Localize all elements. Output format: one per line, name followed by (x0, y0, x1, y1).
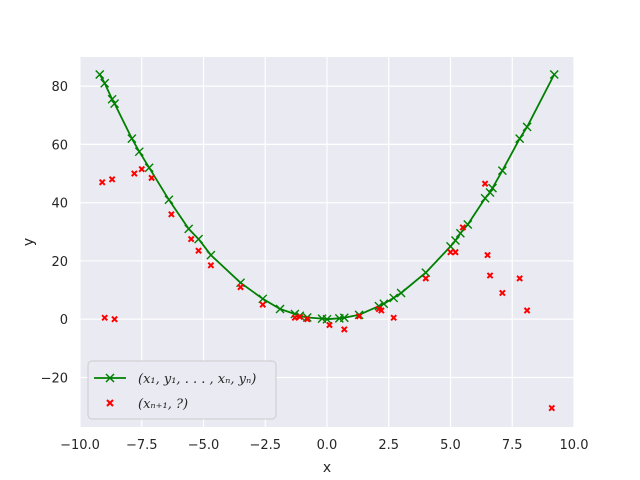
x-tick-label: −7.5 (126, 438, 158, 453)
legend-label-series-1: (x₁, y₁, . . . , xₙ, yₙ) (138, 372, 256, 387)
y-tick-label: −20 (41, 371, 68, 386)
series-2-point (422, 275, 430, 282)
series-2-point (516, 275, 523, 282)
y-tick-label: 40 (51, 197, 68, 212)
series-1-marker (110, 99, 120, 109)
series-layer (95, 69, 559, 412)
series-1-marker (421, 268, 431, 278)
legend-line-marker (105, 373, 115, 383)
series-1-marker (134, 147, 144, 157)
series-2-point (101, 314, 109, 322)
series-1-marker (95, 69, 105, 79)
series-2-point (390, 314, 397, 322)
series-1-marker (485, 187, 495, 197)
series-2-point (523, 307, 531, 314)
x-tick-label: 5.0 (440, 438, 461, 453)
legend-label-series-2: (xₙ₊₁, ?) (138, 397, 188, 412)
legend-point-marker (106, 399, 114, 407)
x-tick-label: −10.0 (60, 438, 100, 453)
series-2-point (148, 174, 155, 182)
x-axis-label: x (323, 460, 331, 476)
series-1-marker (455, 228, 465, 238)
y-tick-label: 80 (51, 80, 68, 95)
series-2-point (303, 315, 311, 323)
y-tick-label: 60 (51, 138, 68, 153)
series-2-point (291, 314, 299, 322)
series-2-point (259, 301, 267, 308)
series-2-point (378, 307, 385, 314)
series-2-point (447, 248, 454, 256)
series-1-marker (389, 293, 399, 303)
series-1-marker (275, 304, 285, 314)
series-1-marker (144, 163, 154, 173)
series-2-point (207, 261, 215, 269)
series-1-marker (487, 183, 497, 193)
x-tick-label: 0.0 (317, 438, 338, 453)
series-2-point (98, 178, 106, 186)
x-tick-label: 10.0 (560, 438, 589, 453)
series-2-point (355, 312, 363, 320)
series-2-point (138, 165, 146, 173)
series-2-point (168, 211, 175, 218)
tick-layer: −10.0 −7.5 −5.0 −2.5 0.0 2.5 5.0 7.5 10.0 −20 0 20 4… (41, 80, 589, 453)
series-1-marker (258, 294, 268, 304)
series-1-marker (100, 78, 110, 88)
series-2-point (459, 224, 467, 231)
series-2-point (486, 272, 494, 279)
series-1-marker (497, 166, 507, 176)
series-2-point (484, 251, 491, 259)
series-1-marker (290, 309, 300, 319)
series-2-point (452, 248, 459, 256)
legend: (x₁, y₁, . . . , xₙ, yₙ) (xₙ₊₁, ?) (87, 360, 277, 420)
x-tick-label: −5.0 (188, 438, 220, 453)
x-tick-label: 2.5 (378, 438, 399, 453)
legend-box (87, 360, 277, 420)
series-2-point (340, 326, 348, 333)
series-1-marker (107, 94, 117, 104)
series-1-line (99, 74, 555, 321)
series-1-marker (522, 122, 532, 132)
series-1-marker (322, 314, 332, 324)
series-2-point (548, 404, 556, 412)
series-1-marker (339, 313, 349, 323)
series-1-marker (463, 220, 473, 230)
series-1-marker (302, 312, 312, 322)
series-2-point (111, 315, 118, 323)
series-2-point (237, 283, 244, 291)
series-1-marker (194, 234, 204, 244)
x-tick-label: 7.5 (502, 438, 523, 453)
y-axis-label: y (21, 238, 37, 246)
series-1-marker (164, 195, 174, 205)
y-tick-label: 20 (51, 255, 68, 270)
series-2-point (481, 180, 489, 188)
series-2-point (108, 176, 116, 183)
series-1-marker (184, 224, 194, 234)
series-1-marker (354, 310, 364, 320)
series-1-marker (127, 134, 137, 144)
series-1-marker (396, 288, 406, 298)
series-1-marker (206, 250, 216, 260)
x-tick-label: −2.5 (249, 438, 281, 453)
series-1-marker (549, 69, 559, 79)
series-2-point (195, 247, 202, 255)
series-2-point (326, 321, 333, 329)
series-1-marker (515, 134, 525, 144)
y-tick-label: 0 (60, 313, 68, 328)
series-2-point (187, 235, 195, 243)
series-1-marker (374, 301, 384, 311)
series-1-marker (450, 236, 460, 246)
series-2-point (296, 313, 304, 321)
series-2-point (499, 289, 506, 297)
series-2-point (131, 170, 138, 177)
